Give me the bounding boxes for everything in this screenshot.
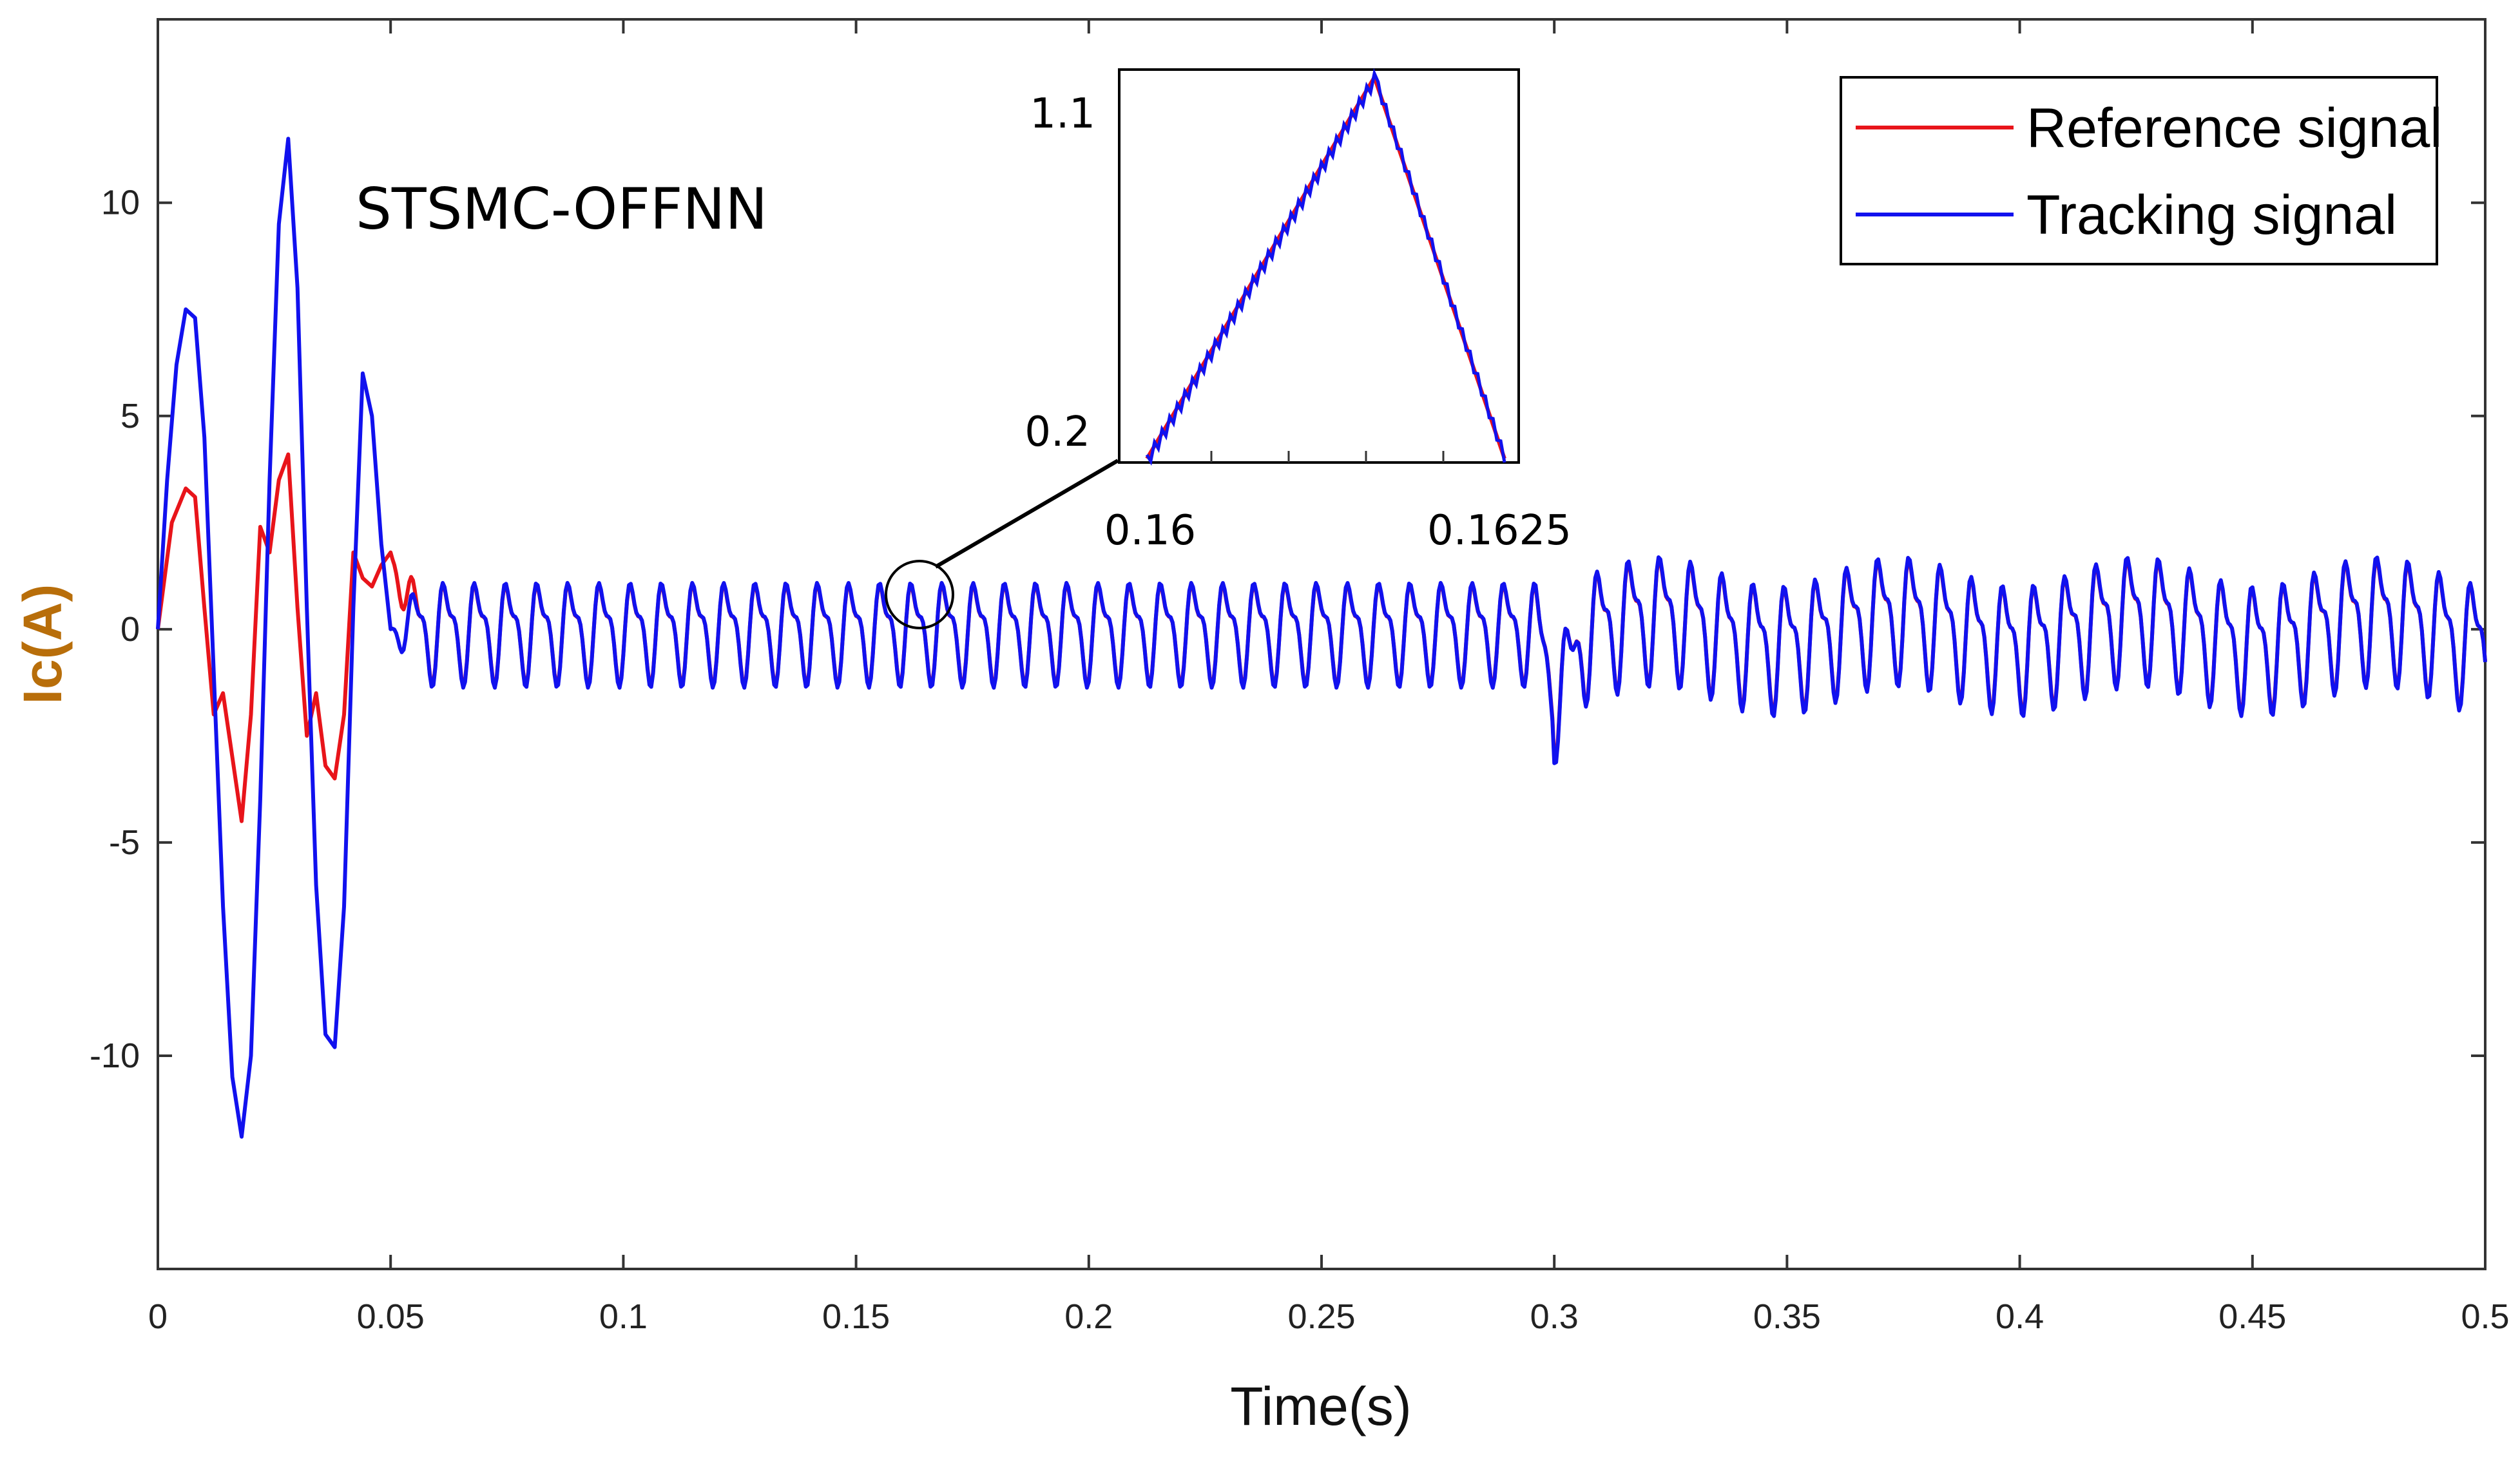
y-tick-label: 10 — [101, 184, 140, 222]
x-tick-label: 0.1 — [599, 1297, 648, 1336]
inset-y-label-top: 1.1 — [1030, 90, 1095, 138]
x-axis-label: Time(s) — [1230, 1376, 1412, 1436]
x-tick-label: 0.2 — [1064, 1297, 1113, 1336]
x-axis-ticks: 0 0.05 0.1 0.15 0.2 0.25 0.3 0.35 0.4 0.45 0.5 — [148, 19, 2510, 1336]
inset-x-label-right: 0.1625 — [1427, 507, 1572, 555]
x-tick-label: 0 — [148, 1297, 168, 1336]
legend-box — [1840, 76, 2438, 265]
inset-plot: 1.1 0.2 0.16 0.1625 — [1024, 68, 1572, 555]
x-tick-label: 0.15 — [822, 1297, 890, 1336]
inset-x-label-left: 0.16 — [1104, 507, 1197, 555]
legend: Reference signal Tracking signal — [1840, 76, 2442, 265]
inset-tracking-line — [1145, 68, 1506, 466]
legend-tracking-label: Tracking signal — [2026, 184, 2397, 246]
x-tick-label: 0.25 — [1287, 1297, 1355, 1336]
y-axis-ticks: -10 -5 0 5 10 — [90, 184, 2485, 1075]
zoom-circle — [885, 560, 954, 629]
x-tick-label: 0.05 — [357, 1297, 425, 1336]
x-tick-label: 0.3 — [1530, 1297, 1579, 1336]
zoom-connector — [934, 459, 1119, 569]
x-tick-label: 0.4 — [1996, 1297, 2044, 1336]
y-axis-label: Ic(A) — [12, 584, 73, 705]
y-tick-label: 5 — [120, 397, 140, 435]
inset-ticks — [1210, 451, 1445, 462]
y-tick-label: -5 — [109, 823, 140, 862]
x-tick-label: 0.35 — [1753, 1297, 1821, 1336]
x-tick-label: 0.5 — [2461, 1297, 2509, 1336]
x-tick-label: 0.45 — [2218, 1297, 2286, 1336]
tracking-signal-line — [156, 137, 2487, 1139]
y-tick-label: -10 — [90, 1036, 140, 1075]
method-annotation: STSMC-OFFNN — [356, 176, 767, 242]
inset-y-label-bottom: 0.2 — [1024, 408, 1090, 456]
legend-reference-label: Reference signal — [2026, 97, 2442, 159]
y-tick-label: 0 — [120, 610, 140, 649]
